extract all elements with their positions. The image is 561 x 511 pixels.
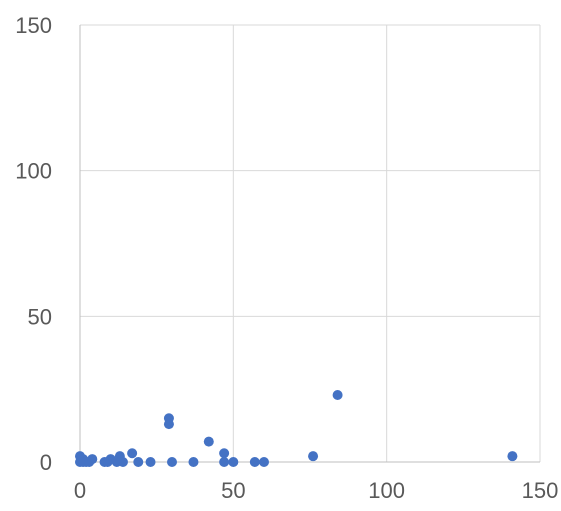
scatter-point [164,419,174,429]
x-tick-label: 50 [221,478,245,503]
data-points [75,390,517,467]
axes [80,25,540,462]
x-tick-label: 100 [368,478,405,503]
grid-lines [80,25,540,462]
scatter-point [259,457,269,467]
y-tick-label: 0 [40,450,52,475]
scatter-point [333,390,343,400]
y-tick-label: 150 [15,13,52,38]
scatter-point [146,457,156,467]
x-tick-label: 0 [74,478,86,503]
scatter-point [219,457,229,467]
scatter-point [308,451,318,461]
scatter-point [87,454,97,464]
scatter-point [127,448,137,458]
y-tick-label: 50 [28,304,52,329]
tick-labels: 0 50 100 150 0 50 100 150 [15,13,558,503]
scatter-point [228,457,238,467]
scatter-point [250,457,260,467]
scatter-point [204,437,214,447]
y-tick-label: 100 [15,159,52,184]
x-tick-label: 150 [522,478,559,503]
scatter-point [507,451,517,461]
scatter-point [167,457,177,467]
scatter-point [118,457,128,467]
scatter-point [188,457,198,467]
scatter-point [133,457,143,467]
scatter-point [219,448,229,458]
